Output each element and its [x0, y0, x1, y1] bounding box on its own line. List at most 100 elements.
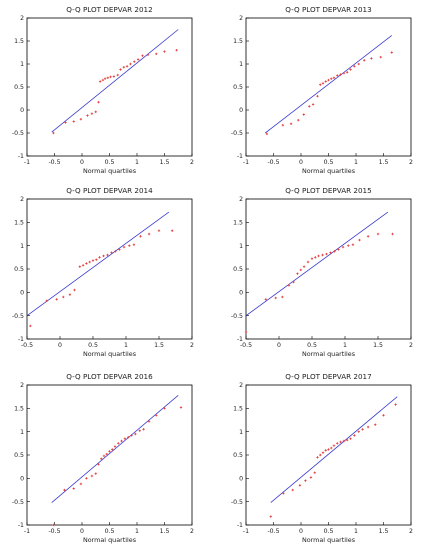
- data-point: [336, 442, 339, 445]
- x-tick-label: 0: [299, 159, 303, 166]
- y-tick-label: -1: [237, 153, 243, 160]
- y-tick-label: 2: [239, 15, 243, 22]
- data-point: [108, 450, 111, 453]
- data-point: [282, 492, 285, 495]
- qq-panel-1: Q-Q PLOT DEPVAR 2012 -1 -0.5 0 0.5 1 1.5 2 -1 -0.…: [12, 5, 194, 175]
- data-point: [363, 59, 366, 62]
- x-axis-label: Normal quartiles: [83, 536, 137, 544]
- y-tick-label: -0.5: [12, 499, 24, 506]
- data-point: [382, 414, 385, 417]
- x-tick-label: -0.5: [48, 528, 60, 535]
- data-point: [155, 52, 158, 56]
- data-point: [357, 62, 360, 66]
- x-tick-label: -1: [243, 528, 249, 535]
- y-tick-label: 0: [239, 290, 243, 297]
- x-tick-label: 0.5: [105, 528, 115, 535]
- data-point: [105, 452, 108, 456]
- data-point: [117, 442, 120, 445]
- y-tick-label: 1: [20, 61, 24, 68]
- x-tick-label: -1: [24, 528, 30, 535]
- data-point: [353, 65, 356, 68]
- data-point: [314, 256, 317, 259]
- y-tick-label: 0: [239, 476, 243, 483]
- y-tick-label: -1: [18, 336, 24, 343]
- x-tick-label: -0.5: [21, 342, 33, 349]
- data-point: [351, 243, 355, 246]
- y-tick-label: 0.5: [14, 84, 24, 91]
- data-point: [139, 235, 142, 238]
- data-point: [128, 244, 131, 247]
- data-point: [79, 118, 83, 121]
- x-tick-label: 0: [277, 342, 281, 349]
- reference-line: [51, 29, 179, 133]
- qq-panel-6: Q-Q PLOT DEPVAR 2017 -1 -0.5 0 0.5 1 1.5 2 -1 -0.…: [231, 372, 413, 544]
- data-point: [113, 445, 117, 448]
- x-tick-label: 1.5: [373, 342, 383, 349]
- data-point: [133, 60, 136, 63]
- y-tick-label: -0.5: [12, 313, 24, 320]
- chart-title: Q-Q PLOT DEPVAR 2013: [285, 5, 371, 14]
- data-point: [342, 72, 346, 75]
- x-tick-label: 2: [409, 159, 413, 166]
- data-point: [321, 253, 324, 257]
- data-point: [358, 238, 361, 242]
- x-axis-label: Normal quartiles: [302, 350, 356, 358]
- data-point: [311, 103, 315, 106]
- data-point: [333, 250, 336, 253]
- data-point: [138, 429, 141, 432]
- x-tick-label: 1.5: [160, 159, 170, 166]
- data-point: [72, 487, 75, 490]
- data-point: [64, 121, 67, 124]
- data-point: [376, 232, 380, 236]
- x-axis-label: Normal quartiles: [83, 167, 137, 175]
- data-point: [100, 457, 103, 460]
- y-tick-label: -0.5: [231, 499, 243, 506]
- chart-title: Q-Q PLOT DEPVAR 2012: [66, 5, 152, 14]
- data-point: [292, 280, 295, 284]
- data-point: [339, 440, 342, 444]
- data-point: [85, 477, 88, 480]
- data-point: [244, 330, 248, 334]
- data-point: [324, 449, 327, 452]
- data-point: [98, 256, 101, 259]
- data-point: [349, 437, 352, 440]
- data-point: [179, 406, 183, 409]
- data-point: [147, 232, 151, 236]
- x-tick-label: 0.5: [324, 528, 334, 535]
- y-tick-label: -0.5: [231, 130, 243, 137]
- data-point: [287, 284, 291, 287]
- data-point: [391, 232, 394, 236]
- data-point: [304, 479, 307, 482]
- x-tick-label: 2: [190, 159, 194, 166]
- data-point: [329, 251, 332, 254]
- reference-line: [26, 211, 170, 316]
- data-point: [62, 295, 65, 299]
- data-point: [68, 293, 72, 296]
- data-point: [120, 439, 123, 443]
- data-point: [116, 73, 119, 77]
- reference-line: [245, 211, 389, 316]
- data-point: [106, 253, 109, 257]
- x-axis-label: Normal quartiles: [83, 350, 137, 358]
- x-tick-label: 1: [354, 159, 358, 166]
- plot-frame: [245, 17, 412, 157]
- data-point: [163, 50, 166, 53]
- x-tick-label: 0: [80, 528, 84, 535]
- y-tick-label: 2: [20, 15, 24, 22]
- chart-title: Q-Q PLOT DEPVAR 2014: [66, 186, 153, 195]
- x-tick-label: 1.5: [379, 528, 389, 535]
- data-point: [136, 58, 140, 61]
- data-point: [171, 229, 174, 232]
- x-tick-label: 1: [135, 159, 139, 166]
- data-point: [306, 260, 310, 264]
- data-point: [297, 118, 300, 122]
- data-point: [119, 68, 122, 71]
- data-point: [130, 434, 133, 437]
- data-point: [321, 451, 325, 454]
- y-tick-label: 0.5: [233, 266, 243, 273]
- data-point: [265, 132, 269, 136]
- x-tick-label: 1.5: [379, 159, 389, 166]
- x-tick-label: -0.5: [267, 528, 279, 535]
- data-point: [264, 298, 267, 301]
- y-tick-label: 2: [20, 196, 24, 203]
